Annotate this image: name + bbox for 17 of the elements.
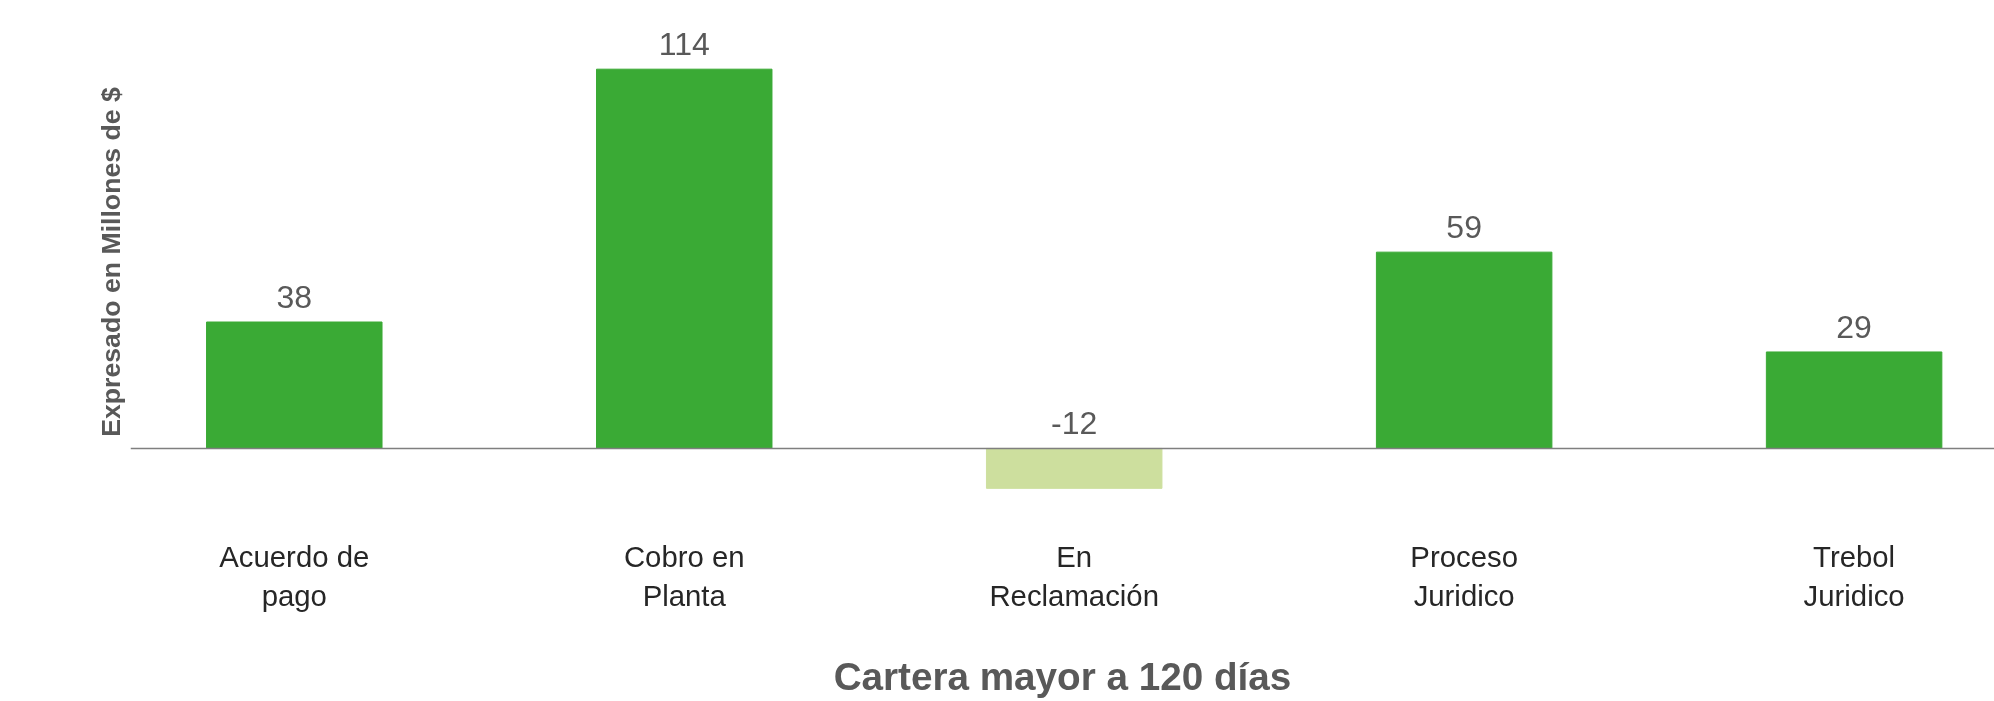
x-tick-label: Trebol Juridico bbox=[1803, 539, 1905, 613]
bar bbox=[596, 68, 773, 449]
bar bbox=[206, 321, 383, 449]
data-label: 114 bbox=[658, 26, 710, 63]
x-tick-label: En Reclamación bbox=[989, 539, 1159, 613]
data-label: -12 bbox=[1051, 405, 1098, 442]
bar bbox=[985, 447, 1163, 489]
x-tick-label: Proceso Juridico bbox=[1410, 539, 1518, 613]
x-tick-label: Cobro en Planta bbox=[623, 539, 745, 613]
bar bbox=[1375, 251, 1553, 449]
data-label: 59 bbox=[1446, 209, 1482, 246]
data-label: 38 bbox=[276, 279, 313, 316]
x-tick-label: Acuerdo de pago bbox=[219, 539, 370, 613]
bar bbox=[1765, 351, 1943, 449]
x-axis-title: Cartera mayor a 120 días bbox=[833, 655, 1292, 699]
data-label: 29 bbox=[1836, 308, 1872, 345]
y-axis-title: Expresado en Millones de $ bbox=[95, 87, 126, 437]
